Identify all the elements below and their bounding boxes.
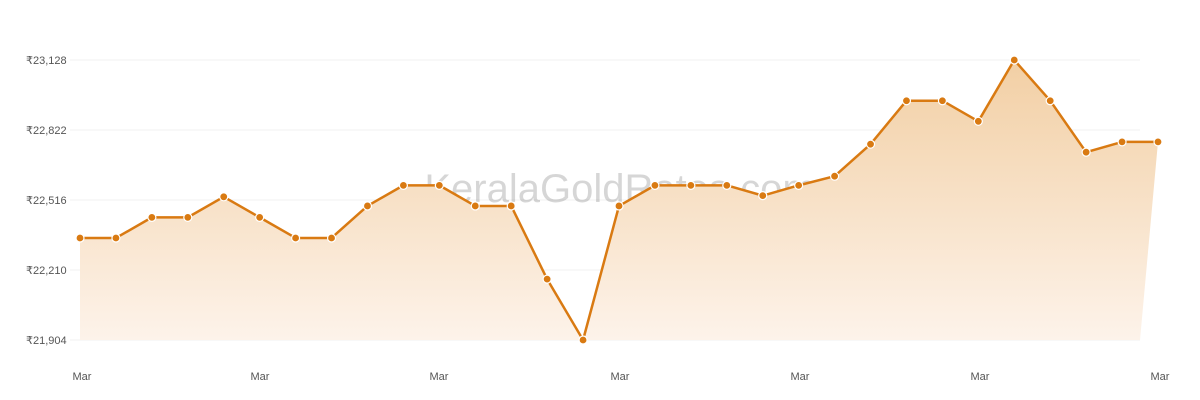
data-point[interactable] (255, 212, 265, 222)
data-point[interactable] (1045, 96, 1055, 106)
x-tick-label: Mar (73, 371, 92, 383)
data-point[interactable] (398, 180, 408, 190)
data-point[interactable] (434, 180, 444, 190)
y-tick-label: ₹23,128 (26, 55, 67, 67)
series-area (80, 60, 1158, 340)
x-tick-label: Mar (1151, 371, 1170, 383)
series-points (75, 55, 1163, 345)
data-point[interactable] (794, 180, 804, 190)
x-tick-label: Mar (791, 371, 810, 383)
x-axis-ticks: Mar Mar Mar Mar Mar Mar Mar (73, 371, 1170, 383)
data-point[interactable] (829, 171, 840, 181)
data-point[interactable] (614, 201, 624, 211)
data-point[interactable] (362, 201, 373, 211)
x-tick-label: Mar (430, 371, 449, 383)
data-point[interactable] (75, 233, 85, 243)
data-point[interactable] (470, 201, 480, 211)
data-point[interactable] (686, 180, 696, 190)
x-tick-label: Mar (611, 371, 630, 383)
data-point[interactable] (111, 233, 121, 243)
data-point[interactable] (1081, 147, 1091, 157)
data-point[interactable] (1117, 137, 1127, 147)
y-tick-label: ₹22,822 (26, 125, 67, 137)
data-point[interactable] (326, 233, 337, 243)
y-tick-label: ₹22,210 (26, 265, 67, 277)
x-tick-label: Mar (251, 371, 270, 383)
data-point[interactable] (865, 139, 876, 149)
data-point[interactable] (722, 180, 732, 190)
x-tick-label: Mar (971, 371, 990, 383)
data-point[interactable] (758, 191, 768, 201)
data-point[interactable] (147, 212, 157, 222)
data-point[interactable] (542, 274, 552, 284)
data-point[interactable] (183, 212, 193, 222)
data-point[interactable] (937, 96, 948, 106)
data-point[interactable] (650, 180, 660, 190)
data-point[interactable] (506, 201, 516, 211)
y-axis-ticks: ₹23,128 ₹22,822 ₹22,516 ₹22,210 ₹21,904 (26, 55, 67, 347)
data-point[interactable] (901, 96, 912, 106)
data-point[interactable] (1009, 55, 1019, 65)
y-tick-label: ₹21,904 (26, 335, 67, 347)
data-point[interactable] (219, 192, 229, 202)
data-point[interactable] (973, 116, 983, 126)
data-point[interactable] (578, 335, 588, 345)
data-point[interactable] (1153, 137, 1163, 147)
data-point[interactable] (291, 233, 301, 243)
y-tick-label: ₹22,516 (26, 195, 67, 207)
